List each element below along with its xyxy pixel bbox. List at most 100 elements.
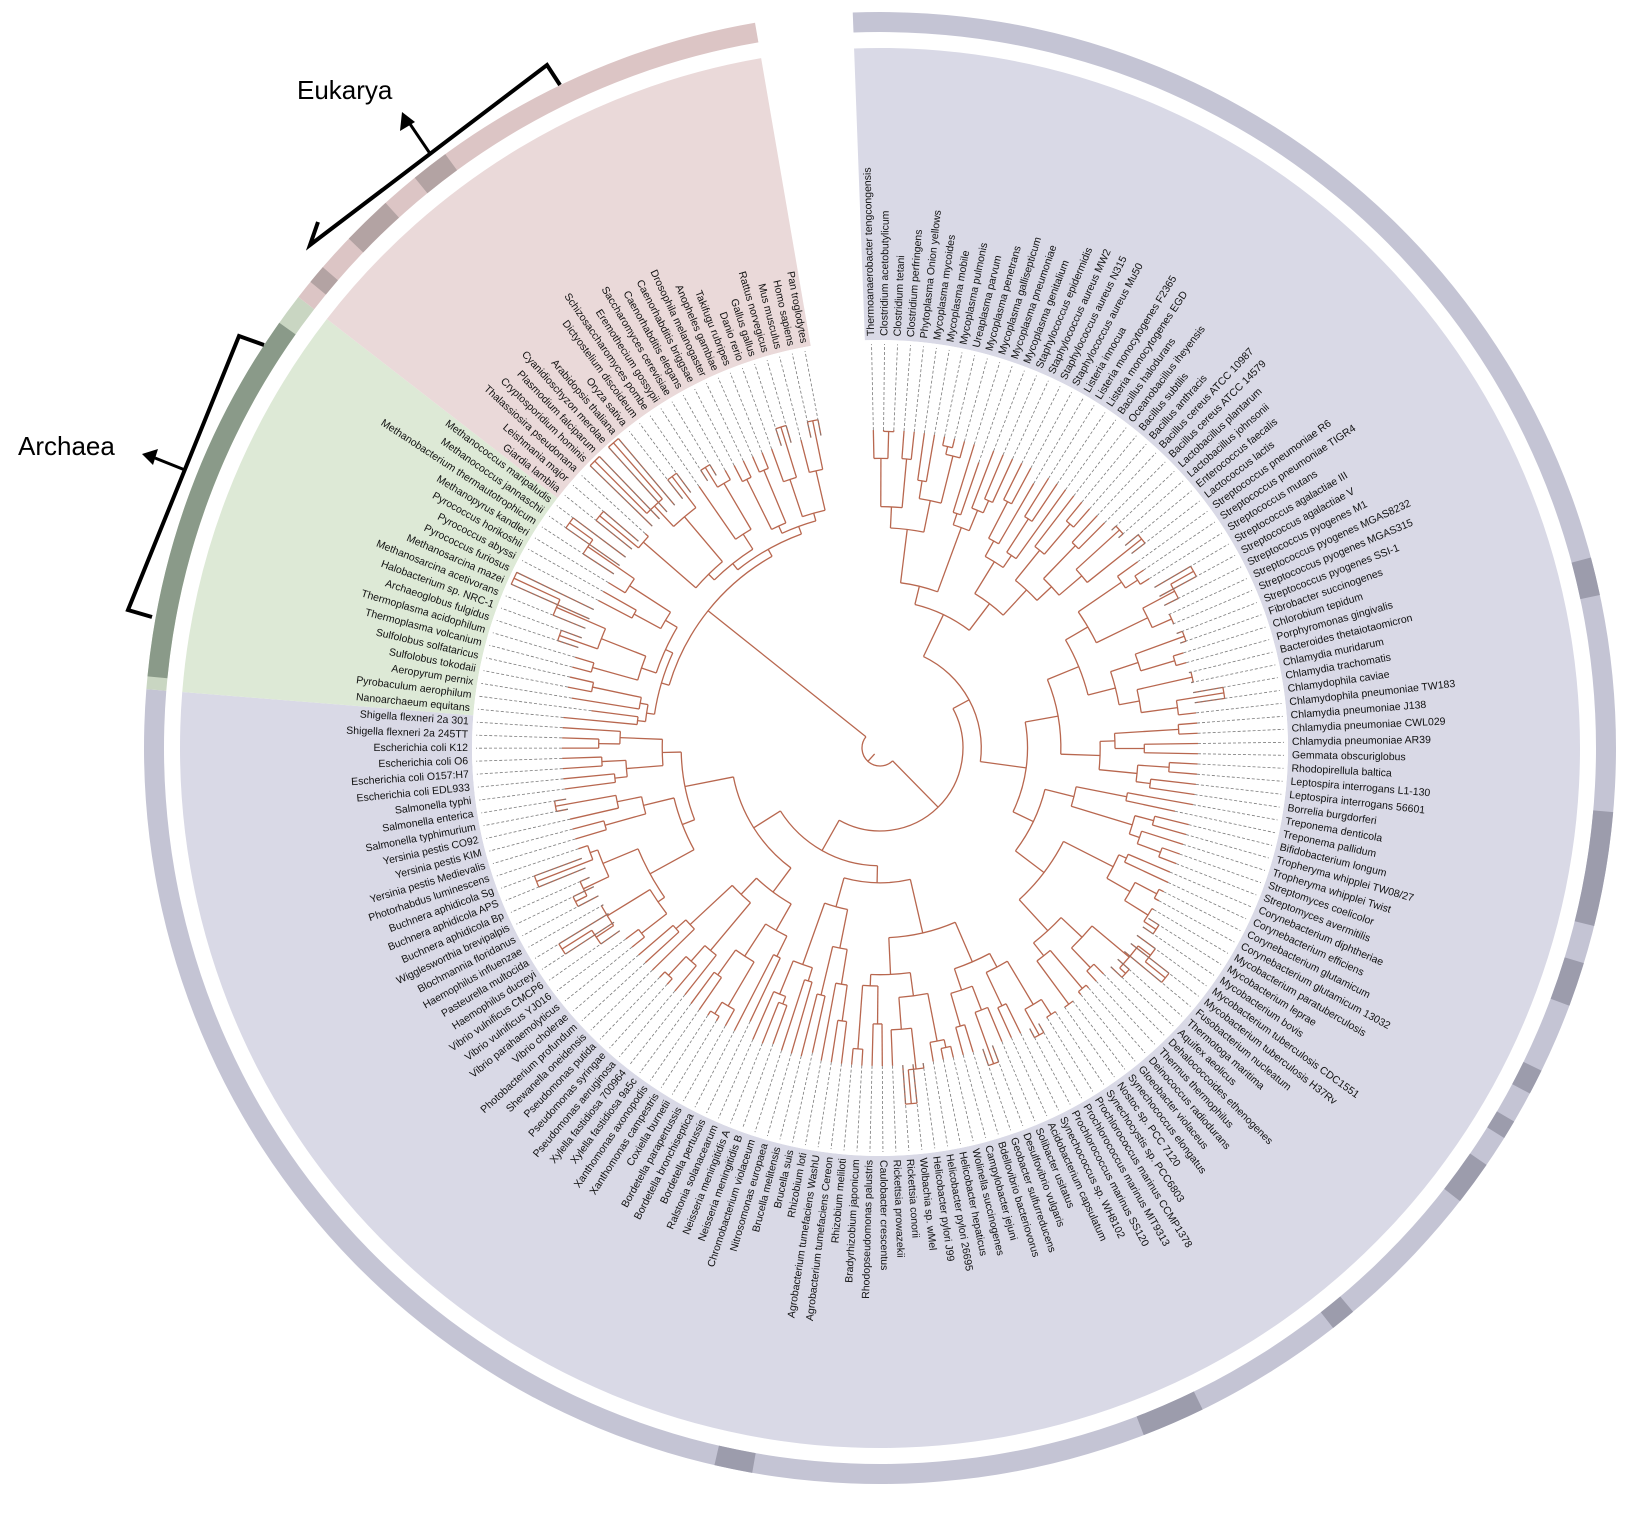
- leaf-label: Chlamydia pneumoniae AR39: [1292, 734, 1431, 748]
- internal-branch: [1151, 618, 1172, 629]
- terminal-branch: [830, 1020, 839, 1063]
- leaf-leader: [1033, 398, 1084, 484]
- internal-branch: [989, 953, 998, 968]
- leaf-leader: [516, 571, 594, 610]
- eukarya-callout: Eukarya: [297, 62, 562, 251]
- archaea-sector: [182, 319, 558, 716]
- leaf-leader: [982, 1048, 1011, 1131]
- internal-branch: [798, 526, 803, 535]
- terminal-branch: [952, 444, 975, 513]
- terminal-branch: [901, 430, 905, 459]
- terminal-branch: [771, 448, 785, 482]
- terminal-branch: [707, 1010, 712, 1016]
- leaf-leader: [932, 1061, 949, 1147]
- eukarya-arrow-head: [400, 112, 415, 131]
- eukarya-ring: [298, 22, 759, 310]
- leaf-leader: [766, 1053, 792, 1137]
- leaf-leader: [581, 962, 646, 1021]
- leaf-leader: [1194, 690, 1280, 704]
- archaea-bracket: [125, 333, 265, 619]
- internal-branch: [789, 479, 804, 517]
- terminal-branch: [572, 820, 605, 830]
- internal-branch: [867, 753, 876, 762]
- internal-branch: [601, 759, 626, 763]
- internal-branch: [968, 510, 979, 531]
- internal-branch: [1018, 899, 1049, 932]
- leaf-leader: [671, 1020, 717, 1095]
- leaf-leader: [694, 1030, 735, 1108]
- terminal-branch: [644, 533, 649, 537]
- internal-arc: [1119, 945, 1139, 969]
- terminal-branch: [591, 710, 639, 718]
- terminal-branch: [872, 430, 875, 459]
- leaf-leader: [541, 526, 615, 575]
- leaf-leader: [1080, 994, 1136, 1062]
- internal-arc: [649, 889, 668, 915]
- terminal-branch: [1178, 712, 1197, 716]
- leaf-leader: [492, 838, 576, 864]
- internal-arc: [1024, 998, 1042, 1010]
- leaf-leader: [893, 344, 898, 431]
- leaf-leader: [1158, 900, 1235, 943]
- terminal-branch: [1124, 861, 1169, 884]
- internal-branch: [559, 634, 598, 650]
- internal-branch: [953, 968, 963, 991]
- internal-arc: [596, 628, 607, 650]
- terminal-branch: [752, 991, 775, 1040]
- terminal-branch: [733, 465, 744, 482]
- leaf-leader: [1021, 386, 1061, 464]
- internal-branch: [671, 476, 697, 508]
- internal-branch: [723, 483, 752, 530]
- leaf-leader: [717, 377, 753, 457]
- internal-branch: [620, 736, 663, 740]
- leaf-leader: [1065, 419, 1117, 490]
- internal-branch: [988, 501, 1009, 539]
- leaf-leader: [1148, 532, 1223, 580]
- internal-branch: [1124, 899, 1149, 916]
- leaf-leader: [548, 515, 620, 566]
- internal-branch: [821, 819, 840, 851]
- internal-arc: [914, 603, 970, 631]
- leaf-leader: [913, 346, 924, 432]
- internal-arc: [637, 655, 647, 681]
- internal-branch: [802, 902, 826, 965]
- leaf-label: Escherichia coli O6: [378, 755, 468, 770]
- leaf-leader: [541, 921, 615, 970]
- internal-branch: [606, 889, 651, 917]
- leaf-leader: [804, 1060, 822, 1146]
- internal-branch: [1118, 854, 1127, 859]
- leaf-leader: [934, 349, 950, 435]
- terminal-branch: [698, 977, 723, 1011]
- terminal-branch: [1168, 771, 1197, 775]
- terminal-branch: [1134, 569, 1144, 577]
- internal-branch: [1071, 805, 1133, 826]
- leaf-leader: [791, 353, 812, 438]
- leaf-leader: [705, 383, 744, 462]
- leaf-leader: [902, 1065, 910, 1151]
- leaf-leader: [479, 695, 592, 712]
- leaf-leader: [706, 1021, 751, 1114]
- bacteria-ring-mark-0: [1571, 557, 1600, 600]
- leaf-leader: [1196, 773, 1283, 782]
- terminal-branch: [1149, 787, 1195, 796]
- leaf-leader: [779, 1055, 802, 1140]
- leaf-leader: [1012, 380, 1049, 460]
- internal-branch: [1087, 687, 1116, 696]
- eukarya-sector: [326, 58, 811, 498]
- internal-arc: [1148, 779, 1152, 788]
- internal-arc: [661, 739, 664, 766]
- leaf-leader: [1185, 834, 1269, 859]
- leaf-leader: [671, 401, 717, 476]
- terminal-branch: [925, 434, 936, 482]
- leaf-leader: [1124, 490, 1192, 546]
- internal-branch: [889, 506, 893, 529]
- leaf-leader: [483, 670, 568, 688]
- leaf-leader: [1072, 1000, 1126, 1070]
- leaf-label: Caulobacter crescentus: [877, 1160, 890, 1270]
- leaf-leader: [650, 1009, 700, 1081]
- terminal-branch: [929, 1042, 934, 1062]
- leaf-leader: [869, 1065, 873, 1152]
- internal-branch: [940, 455, 954, 504]
- terminal-branch: [1073, 508, 1091, 528]
- leaf-leader: [1182, 843, 1266, 871]
